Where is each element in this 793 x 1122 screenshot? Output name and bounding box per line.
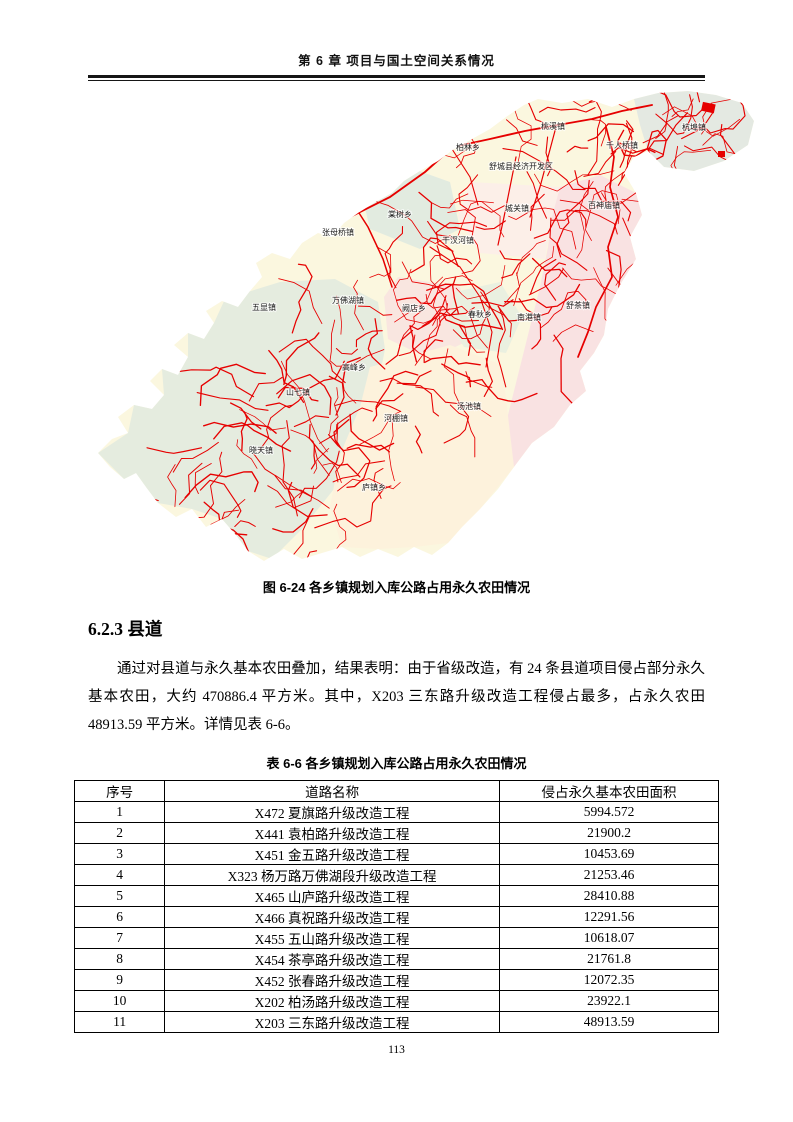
table-row: 11 X203 三东路升级改造工程 48913.59 — [73, 1011, 719, 1033]
table-cell: X203 三东路升级改造工程 — [164, 1011, 501, 1033]
township-label: 杭埠镇 — [682, 122, 706, 132]
region-chengguan-pink — [458, 182, 560, 259]
body-paragraph: 通过对县道与永久基本农田叠加，结果表明：由于省级改造，有 24 条县道项目侵占部… — [88, 661, 705, 733]
township-label: 千人桥镇 — [606, 140, 638, 150]
farmland-table: 序号 道路名称 侵占永久基本农田面积 1 X472 夏旗路升级改造工程 5994.572… — [73, 780, 719, 1033]
table-cell: 21253.46 — [499, 864, 719, 886]
township-label: 晓天镇 — [249, 445, 273, 455]
table-header: 序号 道路名称 侵占永久基本农田面积 — [73, 780, 719, 802]
table-cell: 5994.572 — [499, 801, 719, 823]
chapter-header: 第 6 章 项目与国土空间关系情况 — [298, 54, 495, 68]
township-label: 棠树乡 — [388, 209, 412, 219]
table-cell: X472 夏旗路升级改造工程 — [164, 801, 501, 823]
table-cell: X455 五山路升级改造工程 — [164, 927, 501, 949]
table-row: 4 X323 杨万路万佛湖段升级改造工程 21253.46 — [73, 864, 719, 886]
table-cell: 23922.1 — [499, 990, 719, 1012]
table-row: 2 X441 袁柏路升级改造工程 21900.2 — [73, 822, 719, 844]
table-row: 9 X452 张春路升级改造工程 12072.35 — [73, 969, 719, 991]
page-number: 113 — [388, 1044, 405, 1056]
table-cell: 3 — [73, 843, 166, 865]
township-label: 阙店乡 — [402, 303, 426, 313]
table-cell: 9 — [73, 969, 166, 991]
township-map-figure: 桃溪镇 杭埠镇千人桥镇 柏林乡 舒城县经济开发区棠树乡 城关镇 百神庙镇张母桥镇干汊河镇五… — [0, 87, 793, 569]
table-cell: 2 — [73, 822, 166, 844]
table-cell: X441 袁柏路升级改造工程 — [164, 822, 501, 844]
table-cell: X454 茶亭路升级改造工程 — [164, 948, 501, 970]
table-cell: 12072.35 — [499, 969, 719, 991]
table-cell: 10618.07 — [499, 927, 719, 949]
table-cell: 10 — [73, 990, 166, 1012]
table-cell: 6 — [73, 906, 166, 928]
township-label: 城关镇 — [505, 203, 529, 213]
table-cell: X465 山庐路升级改造工程 — [164, 885, 501, 907]
township-label: 庐镇乡 — [362, 482, 386, 492]
township-label: 山七镇 — [286, 387, 310, 397]
table-cell: 28410.88 — [499, 885, 719, 907]
table-col-header: 侵占永久基本农田面积 — [499, 780, 719, 802]
table-cell: 21761.8 — [499, 948, 719, 970]
township-label: 南港镇 — [517, 312, 541, 322]
table-cell: 8 — [73, 948, 166, 970]
table-cell: X451 金五路升级改造工程 — [164, 843, 501, 865]
township-label: 百神庙镇 — [588, 200, 620, 210]
township-label: 汤池镇 — [457, 401, 481, 411]
region-quedian-pink — [384, 277, 472, 359]
table-cell: 1 — [73, 801, 166, 823]
table-cell: X466 真祝路升级改造工程 — [164, 906, 501, 928]
table-row: 6 X466 真祝路升级改造工程 12291.56 — [73, 906, 719, 928]
table-cell: 11 — [73, 1011, 166, 1033]
township-label: 柏林乡 — [456, 142, 480, 152]
road-network — [109, 91, 754, 561]
table-row: 8 X454 茶亭路升级改造工程 21761.8 — [73, 948, 719, 970]
table-cell: X202 柏汤路升级改造工程 — [164, 990, 501, 1012]
table-cell: 5 — [73, 885, 166, 907]
township-label: 舒城县经济开发区 — [489, 161, 553, 171]
table-cell: 48913.59 — [499, 1011, 719, 1033]
township-label: 舒茶镇 — [566, 300, 590, 310]
township-label: 万佛湖镇 — [332, 295, 364, 305]
table-row: 10 X202 柏汤路升级改造工程 23922.1 — [73, 990, 719, 1012]
table-cell: X323 杨万路万佛湖段升级改造工程 — [164, 864, 501, 886]
table-cell: 4 — [73, 864, 166, 886]
header-rule — [88, 75, 705, 81]
figure-caption: 图 6-24 各乡镇规划入库公路占用永久农田情况 — [262, 580, 531, 595]
table-body: 1 X472 夏旗路升级改造工程 5994.572 2 X441 袁柏路升级改造工程 21… — [73, 801, 719, 1033]
table-col-header: 序号 — [73, 780, 166, 802]
table-cell: 10453.69 — [499, 843, 719, 865]
township-label: 桃溪镇 — [541, 121, 565, 131]
township-label: 高峰乡 — [342, 362, 366, 372]
table-row: 1 X472 夏旗路升级改造工程 5994.572 — [73, 801, 719, 823]
table-cell: 21900.2 — [499, 822, 719, 844]
table-cell: 7 — [73, 927, 166, 949]
township-label: 河棚镇 — [384, 413, 408, 423]
table-cell: 12291.56 — [499, 906, 719, 928]
township-label: 五显镇 — [252, 302, 276, 312]
road-arteries — [344, 104, 653, 368]
township-label: 张母桥镇 — [322, 227, 354, 237]
table-cell: X452 张春路升级改造工程 — [164, 969, 501, 991]
table-col-header: 道路名称 — [164, 780, 501, 802]
section-heading: 6.2.3 县道 — [88, 619, 163, 639]
township-label: 春秋乡 — [468, 309, 492, 319]
township-label: 干汊河镇 — [442, 235, 474, 245]
table-row: 7 X455 五山路升级改造工程 10618.07 — [73, 927, 719, 949]
table-caption: 表 6-6 各乡镇规划入库公路占用永久农田情况 — [266, 756, 527, 771]
table-row: 3 X451 金五路升级改造工程 10453.69 — [73, 843, 719, 865]
table-row: 5 X465 山庐路升级改造工程 28410.88 — [73, 885, 719, 907]
